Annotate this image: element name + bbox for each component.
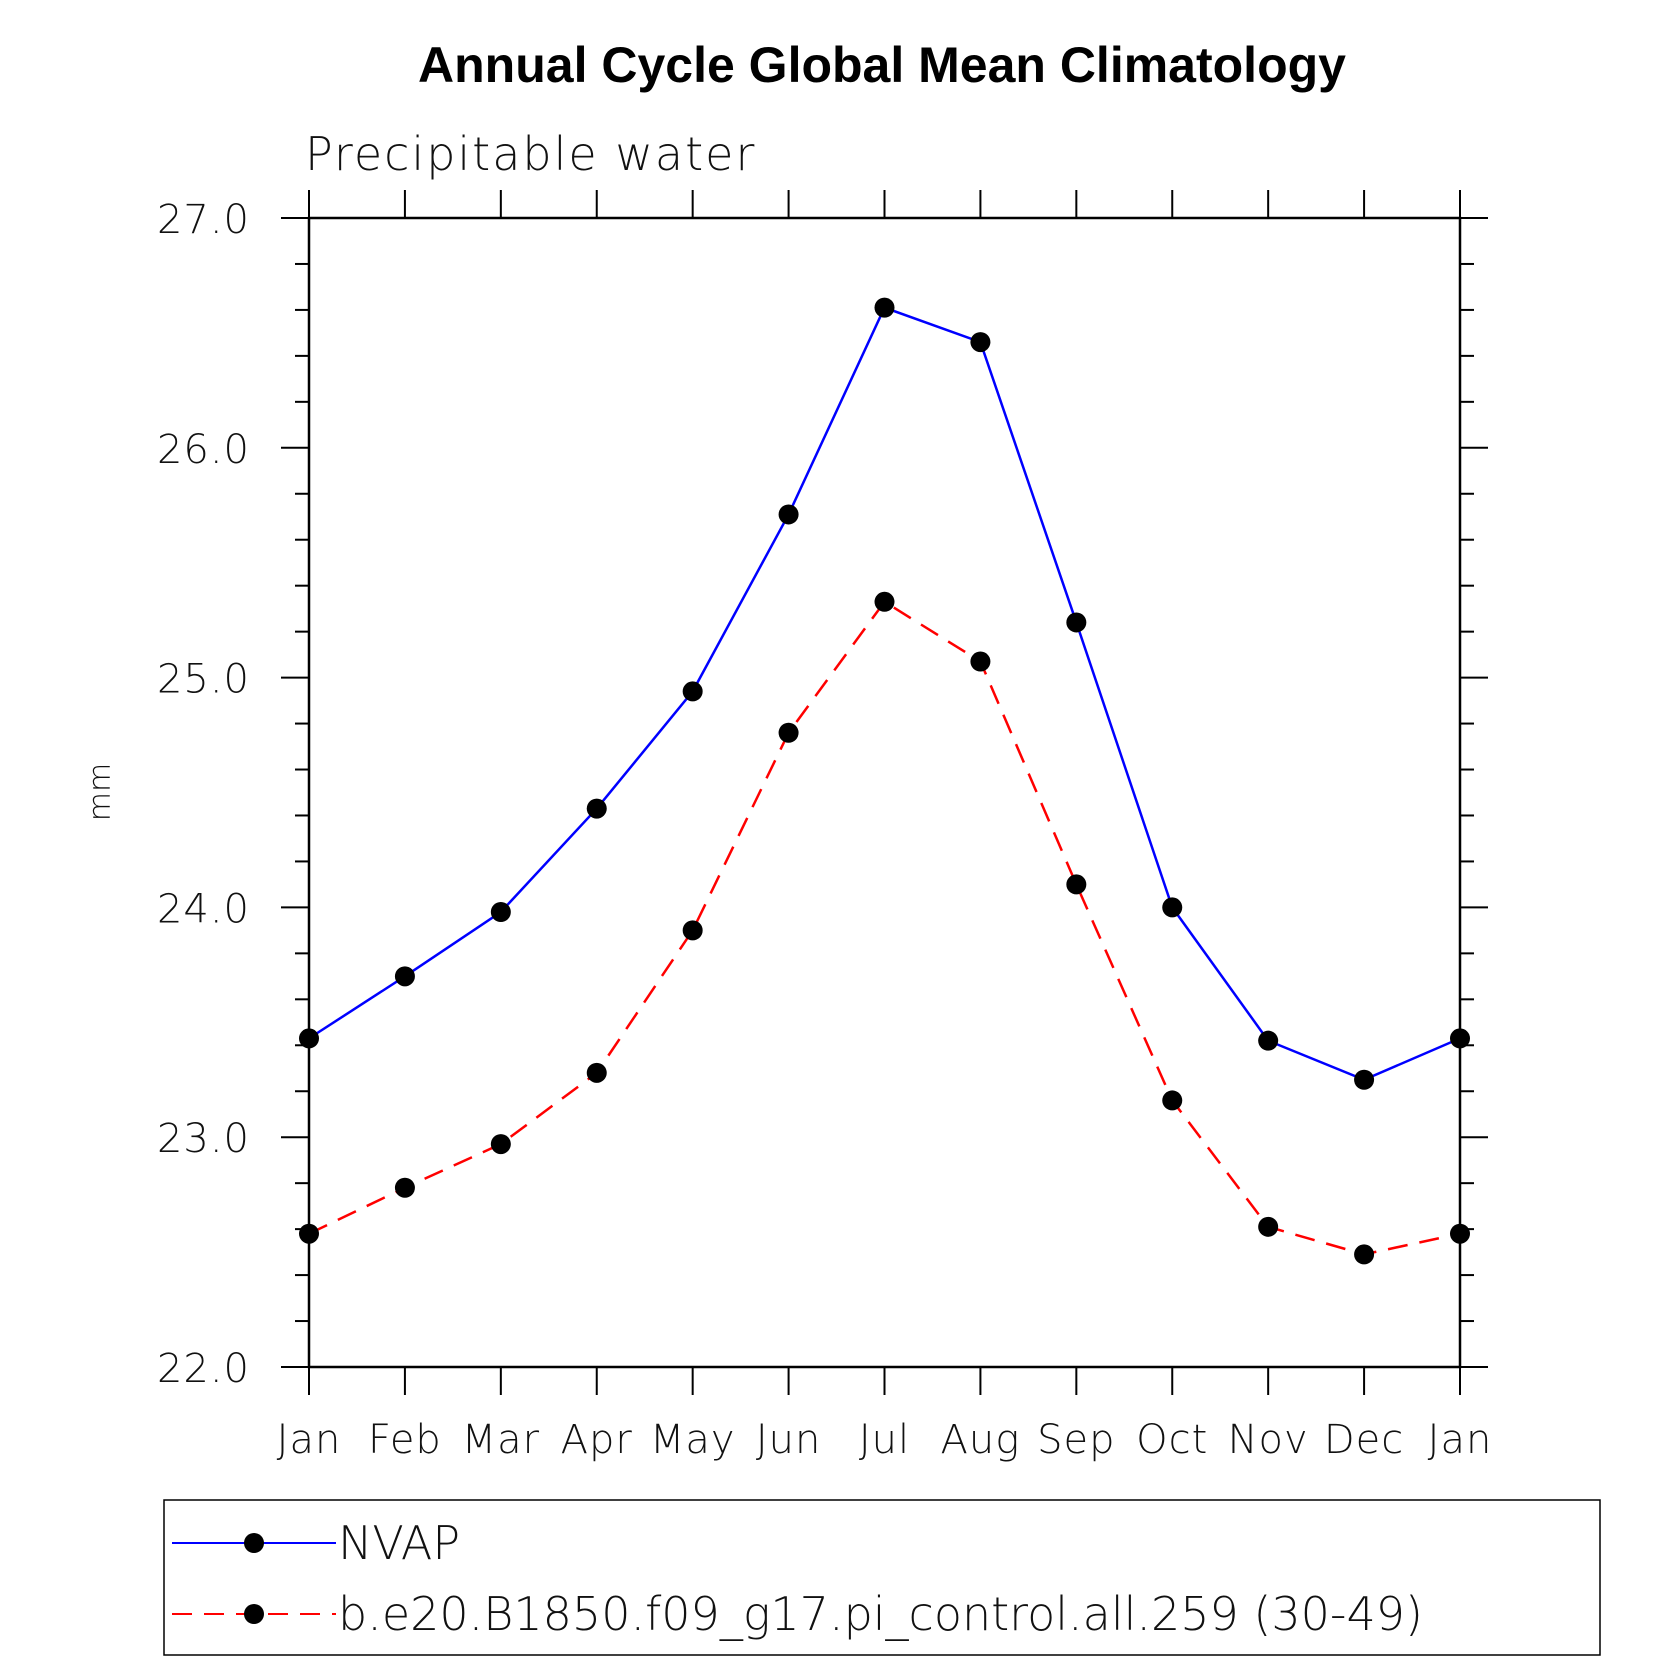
data-point-series-0 (394, 966, 415, 987)
x-tick-label: Sep (1037, 1417, 1115, 1463)
legend-label-nvap: NVAP (338, 1516, 460, 1570)
y-tick-label: 27.0 (157, 197, 250, 243)
data-point-series-0 (1066, 612, 1087, 633)
x-tick-label: Dec (1324, 1417, 1404, 1463)
legend-item-nvap: NVAP (172, 1516, 460, 1570)
y-tick-label: 26.0 (157, 427, 250, 473)
plot-frame (307, 216, 1462, 1369)
legend-label-model: b.e20.B1850.f09_g17.pi_control.all.259 (… (338, 1587, 1423, 1641)
data-point-series-1 (778, 722, 799, 743)
x-tick-label: Jan (277, 1417, 342, 1463)
x-tick-label: Jan (1428, 1417, 1493, 1463)
data-point-series-1 (874, 591, 895, 612)
x-tick-label: Aug (941, 1417, 1021, 1463)
y-tick-label: 24.0 (157, 886, 250, 932)
data-point-series-1 (586, 1062, 607, 1083)
data-point-series-0 (874, 297, 895, 318)
data-point-series-1 (1354, 1244, 1375, 1265)
data-point-series-0 (299, 1028, 319, 1049)
data-point-series-0 (970, 332, 991, 353)
series-layer (299, 297, 1470, 1265)
y-tick-label: 22.0 (157, 1346, 250, 1392)
legend-marker-model (244, 1604, 264, 1624)
series-line-0 (308, 306, 1461, 1082)
data-point-series-1 (1066, 874, 1087, 895)
legend-marker-nvap (244, 1533, 264, 1553)
x-tick-label: Jun (756, 1417, 822, 1463)
data-point-series-0 (1258, 1030, 1279, 1051)
data-point-series-1 (682, 920, 703, 941)
data-point-series-1 (970, 651, 991, 672)
data-point-series-1 (1450, 1223, 1470, 1244)
x-tick-label: Jul (859, 1417, 910, 1463)
chart-subtitle: Precipitable water (305, 127, 756, 181)
legend-box (163, 1499, 1601, 1656)
data-point-series-1 (1258, 1216, 1279, 1237)
data-point-series-0 (1450, 1028, 1470, 1049)
data-point-series-0 (1162, 897, 1183, 918)
x-tick-label: Nov (1228, 1417, 1309, 1463)
data-point-series-1 (1162, 1090, 1183, 1111)
data-point-series-0 (490, 901, 511, 922)
y-axis-label: mm (83, 763, 118, 821)
x-tick-label: Mar (462, 1417, 540, 1463)
data-point-series-0 (586, 798, 607, 819)
x-axis-ticks: Jan Feb Mar Apr May Jun Jul Aug Sep Oct Nov Dec Jan (277, 190, 1493, 1463)
data-point-series-0 (1354, 1069, 1375, 1090)
chart-title: Annual Cycle Global Mean Climatology (418, 37, 1346, 93)
x-tick-label: May (650, 1417, 736, 1463)
series-line-1 (308, 600, 1461, 1256)
data-point-series-1 (394, 1177, 415, 1198)
y-tick-label: 23.0 (157, 1116, 250, 1162)
x-tick-label: Apr (561, 1417, 633, 1463)
legend-item-model: b.e20.B1850.f09_g17.pi_control.all.259 (… (172, 1587, 1423, 1641)
x-tick-label: Oct (1136, 1417, 1208, 1463)
y-tick-label: 25.0 (157, 657, 250, 703)
data-point-series-0 (682, 681, 703, 702)
data-point-series-0 (778, 504, 799, 525)
data-point-series-1 (490, 1134, 511, 1155)
x-tick-label: Feb (368, 1417, 442, 1463)
y-axis-ticks: 22.0 23.0 24.0 25.0 26.0 27.0 (157, 197, 1488, 1392)
data-point-series-1 (299, 1223, 319, 1244)
